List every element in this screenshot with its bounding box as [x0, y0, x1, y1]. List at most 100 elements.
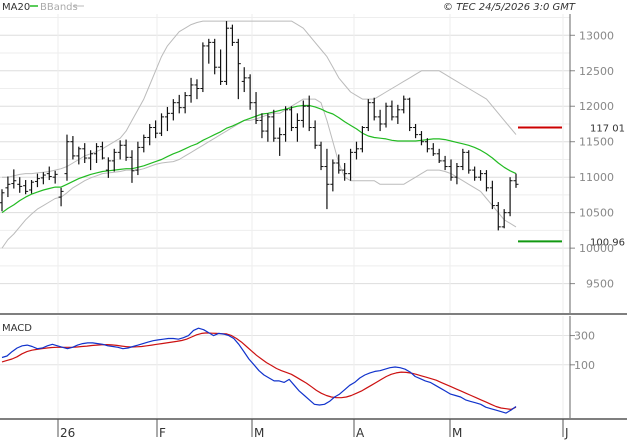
ma20-legend-label: MA20 [2, 2, 30, 13]
x-tick-label: M [254, 426, 264, 440]
macd-y-axis: 100 300 [570, 330, 595, 372]
ohlc-bar [218, 49, 224, 85]
ohlc-bar [460, 148, 466, 171]
ohlc-bar [94, 143, 100, 163]
ohlc-bar [312, 120, 318, 149]
ohlc-bar [235, 38, 241, 100]
ohlc-bar [478, 170, 484, 181]
ohlc-bar [76, 146, 82, 165]
ohlc-bar [188, 77, 194, 103]
ohlc-bar [413, 123, 419, 139]
price-y-tick-label: 10000 [579, 242, 614, 255]
bollinger-lower-band [1, 98, 517, 249]
macd-line [1, 327, 517, 414]
ohlc-bar [64, 134, 70, 181]
ohlc-bar [330, 159, 336, 192]
ohlc-bar [300, 100, 306, 128]
price-y-axis: 9500 10000 10500 11000 11500 12000 12500 13000 [570, 29, 614, 291]
ohlc-bar [501, 209, 507, 229]
ohlc-bar [472, 166, 478, 181]
ohlc-bar [11, 169, 17, 189]
ohlc-bar [212, 38, 218, 75]
price-y-tick-label: 12000 [579, 100, 614, 113]
copyright-label: © TEC 24/5/2026 3:0 GMT [443, 2, 576, 13]
ohlc-bar [117, 140, 123, 160]
ohlc-bar [424, 138, 430, 153]
ohlc-bar [436, 148, 442, 163]
ohlc-bar [123, 139, 129, 161]
ohlc-bar [401, 95, 407, 114]
ohlc-bar [336, 154, 342, 174]
price-levels: 117 01 100 96 [518, 123, 625, 248]
ohlc-bar [265, 113, 271, 142]
ohlc-bar [247, 74, 253, 110]
ohlc-bar [70, 136, 76, 160]
bbands-legend-label: BBands [40, 2, 78, 13]
ohlc-bar [46, 166, 52, 181]
ohlc-bar [377, 109, 383, 132]
bollinger-bands [1, 20, 517, 249]
x-tick-label: F [159, 426, 166, 440]
price-y-tick-label: 11000 [579, 171, 614, 184]
ohlc-bar [271, 109, 277, 142]
ohlc-bar [200, 42, 206, 93]
ohlc-bar [17, 177, 23, 193]
ohlc-bar [253, 92, 259, 124]
resistance-label: 117 01 [590, 123, 625, 134]
ohlc-bar [194, 79, 200, 100]
x-tick-label: M [452, 426, 462, 440]
macd-series [1, 327, 517, 414]
ohlc-bar [40, 172, 46, 185]
ohlc-bar [318, 141, 324, 171]
ohlc-bar [23, 180, 29, 195]
ohlc-bar [0, 189, 5, 212]
ohlc-bar [489, 180, 495, 210]
ohlc-bar [359, 126, 365, 153]
x-tick-label: A [356, 426, 365, 440]
macd-grid [0, 316, 570, 418]
price-y-tick-label: 13000 [579, 29, 614, 42]
ohlc-bar [182, 92, 188, 114]
ohlc-bar [29, 180, 35, 194]
x-tick-label: J [564, 426, 569, 440]
price-grid [0, 14, 570, 313]
ohlc-bar [483, 170, 489, 192]
price-y-tick-label: 12500 [579, 65, 614, 78]
ohlc-bar [383, 102, 389, 128]
macd-signal-line [1, 332, 517, 410]
ohlc-bar [5, 176, 11, 198]
ohlc-bar [224, 21, 230, 85]
ma20-line [1, 104, 517, 214]
ohlc-bar [283, 106, 289, 142]
ohlc-bar [389, 100, 395, 121]
macd-y-tick-label: 300 [574, 330, 595, 343]
x-tick-label: 26 [60, 426, 75, 440]
ohlc-bar [259, 113, 265, 139]
ohlc-bar [229, 24, 235, 46]
ohlc-bar [306, 95, 312, 132]
ohlc-bar [135, 141, 141, 176]
ohlc-bar [324, 148, 330, 210]
ma20-series [1, 104, 517, 214]
ohlc-bar [111, 148, 117, 172]
ohlc-bar [82, 143, 88, 163]
x-axis: 26 F M A M J [57, 419, 569, 440]
ohlc-bar [99, 141, 105, 160]
ohlc-bar [147, 123, 153, 146]
price-y-tick-label: 9500 [586, 278, 614, 291]
ohlc-bar [466, 150, 472, 174]
macd-y-tick-label: 100 [574, 359, 595, 372]
ohlc-bar [170, 99, 176, 121]
ohlc-bar [407, 97, 413, 132]
ohlc-bar [348, 148, 354, 181]
ohlc-bar [371, 97, 377, 121]
ohlc-bar [448, 159, 454, 181]
ohlc-bar [418, 131, 424, 146]
ohlc-bar [277, 127, 283, 156]
ohlc-bar [395, 104, 401, 124]
ohlc-bar [454, 163, 460, 185]
price-bars [0, 21, 519, 231]
ohlc-bar [442, 155, 448, 171]
ohlc-bar [141, 134, 147, 153]
